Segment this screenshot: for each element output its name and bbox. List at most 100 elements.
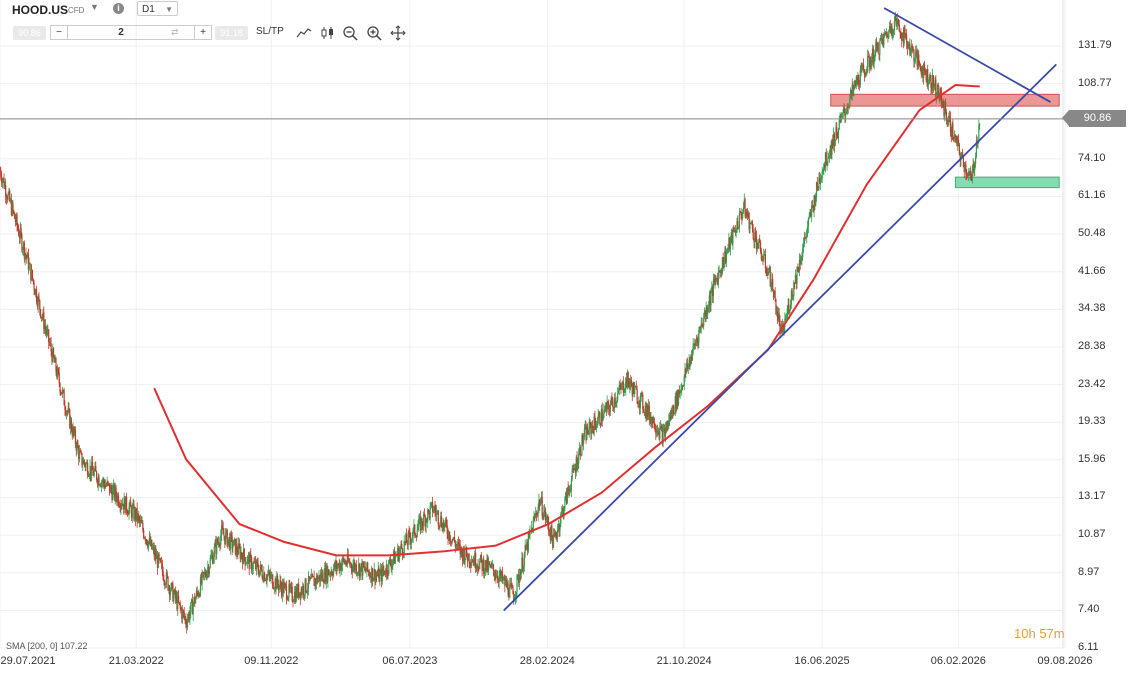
candle-body — [594, 416, 596, 424]
chart-type-icon[interactable] — [296, 25, 312, 41]
swap-icon[interactable]: ⇄ — [171, 27, 179, 37]
candle-body — [74, 430, 76, 434]
candle-body — [466, 546, 468, 556]
candle-body — [931, 75, 934, 91]
candle-body — [521, 557, 523, 570]
candle-body — [574, 468, 577, 473]
y-tick-label: 74.10 — [1078, 151, 1106, 164]
sltp-button[interactable]: SL/TP — [256, 26, 284, 37]
candle-body — [340, 563, 342, 571]
candle-body — [82, 460, 85, 465]
candle-body — [937, 84, 939, 95]
candle-body — [65, 409, 67, 415]
candle-body — [643, 411, 646, 414]
candle-body — [380, 568, 382, 573]
candle-body — [753, 238, 755, 242]
candle-body — [417, 526, 419, 531]
candle-body — [557, 530, 559, 538]
candle-body — [858, 84, 861, 86]
candle-body — [264, 579, 267, 581]
candle-body — [129, 501, 131, 508]
candle-body — [174, 589, 176, 599]
candle-body — [177, 596, 180, 603]
candle-body — [811, 205, 814, 207]
candlestick-icon[interactable] — [320, 25, 336, 41]
decrease-volume-button[interactable]: − — [51, 26, 68, 39]
candle-body — [160, 558, 162, 563]
candle-body — [488, 562, 491, 565]
sell-price-button[interactable]: 90.86 — [13, 26, 46, 40]
crosshair-icon[interactable] — [390, 25, 406, 41]
candle-body — [663, 428, 665, 430]
candle-body — [765, 268, 767, 272]
candle-body — [501, 571, 504, 581]
candle-body — [444, 523, 446, 528]
candle-body — [768, 267, 771, 272]
candle-body — [940, 93, 943, 107]
candle-body — [385, 565, 387, 575]
indicator-legend[interactable]: SMA [200, 0] 107.22 — [6, 641, 88, 651]
candle-body — [703, 317, 705, 327]
candle-body — [966, 173, 968, 175]
candle-body — [917, 54, 919, 66]
candle-body — [318, 574, 320, 579]
zoom-in-icon[interactable] — [366, 25, 382, 41]
candle-body — [491, 564, 493, 566]
candle-body — [661, 428, 663, 444]
increase-volume-button[interactable]: + — [194, 26, 211, 39]
candle-body — [5, 184, 7, 197]
candle-body — [517, 574, 519, 576]
candle-body — [151, 547, 154, 549]
candle-body — [2, 177, 4, 180]
candle-body — [720, 269, 723, 274]
candle-body — [891, 26, 893, 35]
candle-body — [87, 475, 90, 477]
candle-body — [500, 571, 503, 578]
candle-body — [184, 617, 186, 619]
candle-body — [614, 398, 616, 405]
candle-body — [736, 221, 738, 233]
candle-body — [647, 405, 650, 416]
candle-body — [128, 507, 130, 515]
candle-body — [620, 387, 622, 390]
candle-body — [157, 554, 159, 568]
timeframe-select[interactable]: D1 ▼ — [137, 1, 178, 16]
candle-body — [11, 203, 13, 215]
candle-body — [427, 509, 429, 522]
candle-body — [552, 536, 554, 548]
timeframe-value: D1 — [142, 4, 155, 15]
candle-body — [207, 566, 209, 572]
zoom-out-icon[interactable] — [342, 25, 358, 41]
candle-body — [422, 525, 424, 527]
candle-body — [427, 509, 430, 511]
volume-stepper[interactable]: − 2 ⇄ + — [50, 25, 212, 40]
buy-price-button[interactable]: 91.18 — [215, 26, 248, 40]
candle-body — [756, 243, 758, 249]
y-tick-label: 6.11 — [1078, 641, 1099, 653]
candle-body — [377, 568, 379, 576]
candle-body — [712, 279, 715, 297]
volume-value[interactable]: 2 — [118, 27, 124, 38]
info-icon[interactable]: i — [113, 3, 124, 14]
candle-body — [638, 402, 640, 405]
candle-body — [407, 531, 409, 545]
symbol-dropdown-icon[interactable]: ▼ — [90, 2, 99, 12]
candle-body — [880, 37, 883, 40]
candle-body — [223, 534, 225, 537]
candle-body — [185, 617, 187, 625]
candle-body — [503, 577, 505, 579]
candle-body — [65, 411, 68, 415]
candle-body — [257, 563, 259, 572]
candle-body — [551, 525, 553, 537]
candle-body — [972, 163, 974, 172]
candle-body — [939, 88, 941, 98]
candle-body — [815, 197, 817, 206]
candle-body — [561, 508, 564, 511]
candle-body — [569, 488, 571, 492]
candle-body — [768, 271, 770, 273]
candle-body — [475, 568, 478, 570]
candle-body — [60, 392, 62, 394]
candle-body — [747, 212, 749, 217]
candle-body — [354, 562, 356, 570]
